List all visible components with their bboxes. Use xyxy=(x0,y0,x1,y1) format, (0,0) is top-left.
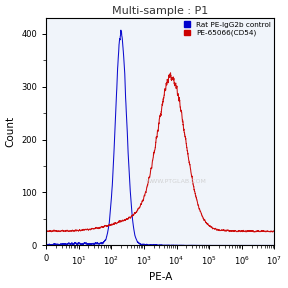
X-axis label: PE-A: PE-A xyxy=(149,272,172,283)
Text: WWW.PTGLAB.COM: WWW.PTGLAB.COM xyxy=(146,179,207,184)
Y-axis label: Count: Count xyxy=(5,116,16,147)
Title: Multi-sample : P1: Multi-sample : P1 xyxy=(112,5,208,16)
Legend: Rat PE-IgG2b control, PE-65066(CD54): Rat PE-IgG2b control, PE-65066(CD54) xyxy=(182,20,272,38)
